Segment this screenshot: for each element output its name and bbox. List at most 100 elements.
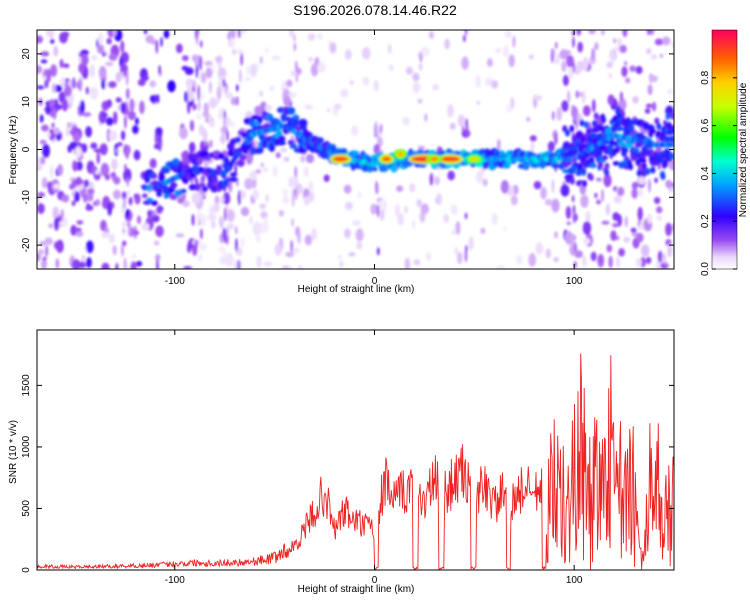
spectrogram-ytick-label: -10	[21, 190, 32, 205]
spectrogram-cell	[120, 40, 125, 53]
spectrogram-cell	[377, 136, 383, 148]
spectrogram-cell	[495, 48, 502, 53]
spectrogram-cell	[623, 159, 629, 167]
spectrogram-cell	[202, 129, 208, 143]
spectrogram-cell	[443, 213, 450, 223]
spectrogram-cell	[454, 246, 459, 255]
spectrogram-cell	[593, 112, 599, 120]
spectrogram-cell	[234, 226, 238, 235]
spectrogram-cell	[289, 143, 298, 149]
spectrogram-cell	[303, 195, 311, 206]
spectrogram-cell	[41, 124, 49, 132]
spectrogram-cell	[496, 138, 501, 151]
spectrogram-cell	[420, 203, 430, 215]
spectrogram-cell	[85, 257, 92, 269]
spectrogram-cell	[553, 256, 559, 263]
spectrogram-cell	[565, 206, 572, 220]
spectrogram-cell	[631, 188, 638, 199]
spectrogram-cell	[146, 197, 153, 202]
spectrogram-cell	[646, 48, 652, 55]
spectrogram-cell	[160, 36, 163, 48]
spectrogram-cell	[198, 124, 205, 136]
spectrogram-cell	[579, 119, 585, 127]
spectrogram-cell	[115, 262, 119, 269]
spectrogram-cell	[73, 131, 81, 144]
spectrogram-cell	[526, 116, 531, 122]
spectrogram-cell	[396, 185, 404, 192]
snr-frame	[36, 329, 675, 571]
spectrogram-cell	[455, 221, 461, 236]
spectrogram-cell	[240, 206, 250, 217]
spectrogram-cell	[298, 264, 303, 269]
spectrogram-cell	[348, 252, 356, 257]
spectrogram-cell	[649, 75, 658, 83]
spectrogram-cell	[615, 108, 621, 116]
spectrogram-cell	[67, 121, 71, 129]
spectrogram-cell	[654, 177, 658, 183]
spectrogram-cell	[45, 244, 49, 258]
spectrogram-cell	[290, 70, 296, 77]
spectrogram-cell	[230, 121, 235, 128]
spectrogram-cell	[252, 189, 260, 200]
spectrogram-cell	[571, 106, 579, 119]
spectrogram-cell	[54, 84, 63, 93]
spectrogram-cell	[563, 161, 569, 169]
spectrogram-cell	[101, 262, 110, 269]
spectrogram-cell	[45, 104, 51, 115]
colorbar-tick-label: 0.4	[700, 166, 711, 180]
spectrogram-cell	[98, 32, 104, 46]
spectrogram-cell	[260, 162, 264, 168]
spectrogram-cell	[199, 55, 202, 71]
spectrogram-cell	[227, 222, 235, 230]
spectrogram-cell	[123, 168, 132, 183]
spectrogram-cell	[570, 167, 576, 175]
spectrogram-cell	[613, 195, 622, 204]
spectrogram-cell	[534, 162, 541, 167]
spectrogram-cell	[500, 180, 509, 194]
spectrogram-cell	[637, 176, 646, 185]
spectrogram-cell	[243, 142, 253, 149]
spectrogram-cell	[189, 119, 195, 132]
spectrogram-cell	[293, 34, 296, 43]
spectrogram-cell	[153, 240, 160, 246]
spectrogram-cell	[104, 174, 110, 181]
spectrogram-cell	[569, 125, 575, 133]
spectrogram-cell	[157, 134, 161, 145]
spectrogram-cell	[128, 196, 133, 206]
spectrogram-cell	[55, 258, 60, 269]
spectrogram-cell	[224, 91, 234, 99]
spectrogram-cell	[163, 30, 170, 39]
spectrogram-cell	[46, 68, 51, 83]
spectrogram-cell	[288, 176, 294, 188]
spectrogram-cell	[339, 260, 344, 268]
spectrogram-cell	[75, 176, 82, 186]
spectrogram-cell	[540, 186, 547, 200]
spectrogram-cell	[326, 107, 331, 113]
spectrogram-cell	[616, 256, 620, 268]
spectrogram-cell	[464, 30, 468, 36]
spectrogram-cell	[317, 62, 326, 73]
spectrogram-hotspot	[469, 157, 480, 162]
spectrogram-cell	[663, 160, 669, 168]
spectrogram-cell	[95, 199, 101, 206]
spectrogram-cell	[329, 42, 337, 54]
spectrogram-cell	[56, 104, 63, 110]
spectrogram-cell	[37, 203, 45, 214]
spectrogram-cell	[551, 198, 560, 213]
spectrogram-cell	[121, 244, 124, 257]
spectrogram-cell	[654, 117, 660, 125]
spectrogram-hotspot	[441, 157, 460, 162]
spectrogram-cell	[238, 30, 241, 39]
spectrogram-cell	[376, 182, 379, 195]
spectrogram-cell	[105, 61, 114, 67]
spectrogram-cell	[218, 215, 224, 229]
spectrogram-cell	[298, 118, 308, 128]
snr-background	[37, 330, 674, 570]
spectrogram-cell	[51, 122, 55, 129]
spectrogram-cell	[580, 135, 586, 144]
spectrogram-cell	[631, 181, 639, 190]
spectrogram-cell	[664, 262, 668, 268]
spectrogram-cell	[601, 155, 608, 161]
